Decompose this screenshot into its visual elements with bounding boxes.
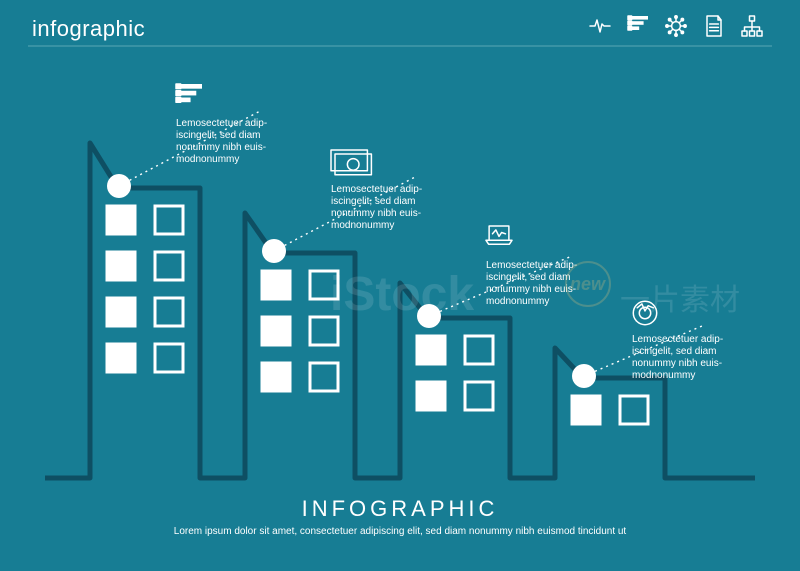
building-window	[107, 344, 135, 372]
watermark-istock: iStock	[330, 268, 474, 321]
svg-text:new: new	[570, 274, 606, 294]
building-window	[262, 317, 290, 345]
watermark-cn: 一片素材	[620, 284, 740, 317]
building-window	[107, 252, 135, 280]
header-title: infographic	[32, 16, 145, 41]
building-window	[262, 271, 290, 299]
footer-body: Lorem ipsum dolor sit amet, consectetuer…	[174, 526, 627, 537]
node-dot	[572, 364, 596, 388]
building-window	[262, 363, 290, 391]
building-window	[572, 396, 600, 424]
footer-title: INFOGRAPHIC	[302, 496, 499, 521]
building-window	[107, 206, 135, 234]
building-window	[417, 382, 445, 410]
node-dot	[262, 239, 286, 263]
node-dot	[107, 174, 131, 198]
building-window	[417, 336, 445, 364]
building-window	[107, 298, 135, 326]
